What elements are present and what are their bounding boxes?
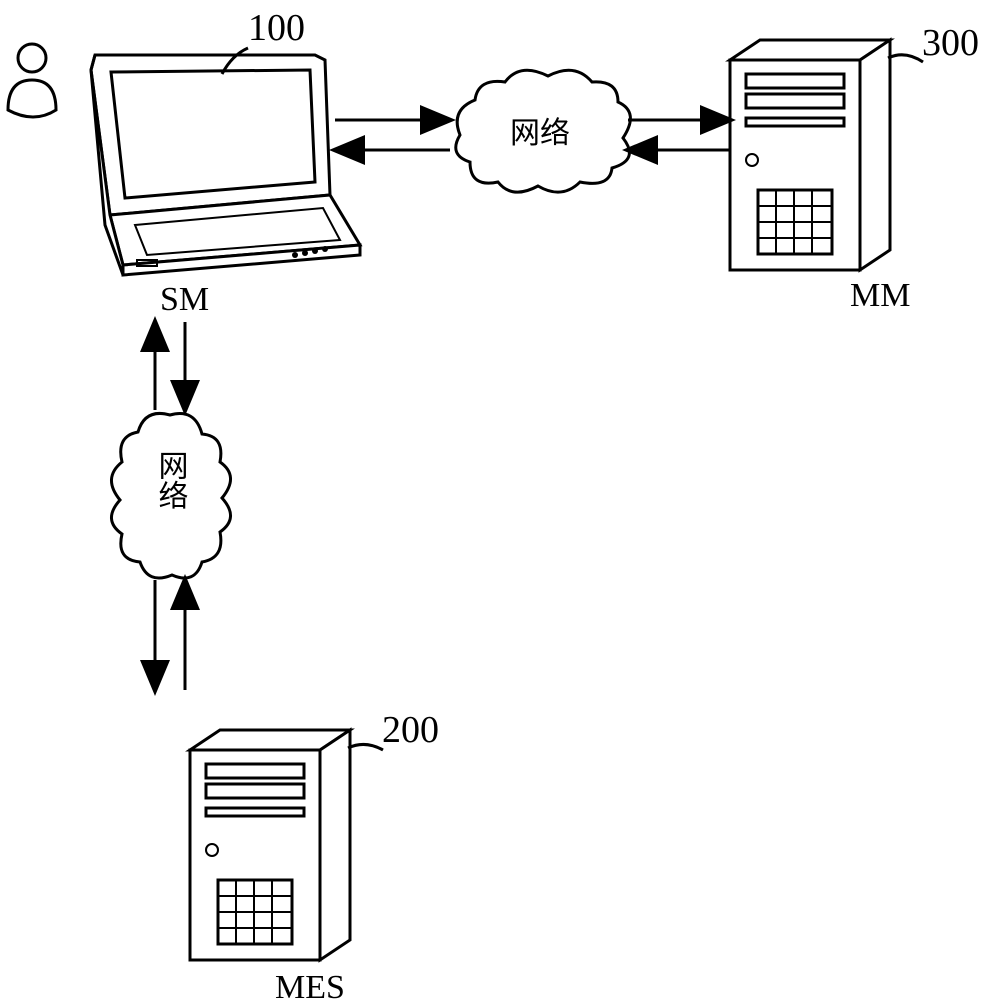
laptop-icon (91, 55, 360, 275)
leader-200 (348, 744, 383, 750)
label-sm: SM (160, 281, 209, 318)
callout-300: 300 (922, 22, 979, 64)
system-architecture-diagram: 100 SM 300 MM (0, 0, 996, 1000)
label-mm: MM (850, 277, 910, 314)
cloud-label-h: 网络 (510, 117, 570, 150)
cloud-label-v: 网络 (154, 450, 188, 510)
label-mes: MES (275, 969, 345, 1000)
callout-200: 200 (382, 709, 439, 751)
network-cloud-horizontal: 网络 (456, 70, 631, 192)
callout-100: 100 (248, 7, 305, 49)
server-mm: 300 MM (730, 22, 979, 314)
laptop-sm: 100 SM (8, 7, 360, 318)
server-mes: 200 MES (190, 709, 439, 1000)
leader-300 (888, 55, 923, 62)
server-icon (190, 730, 350, 960)
user-icon (8, 44, 56, 117)
network-cloud-vertical: 网络 (111, 413, 230, 578)
server-icon (730, 40, 890, 270)
